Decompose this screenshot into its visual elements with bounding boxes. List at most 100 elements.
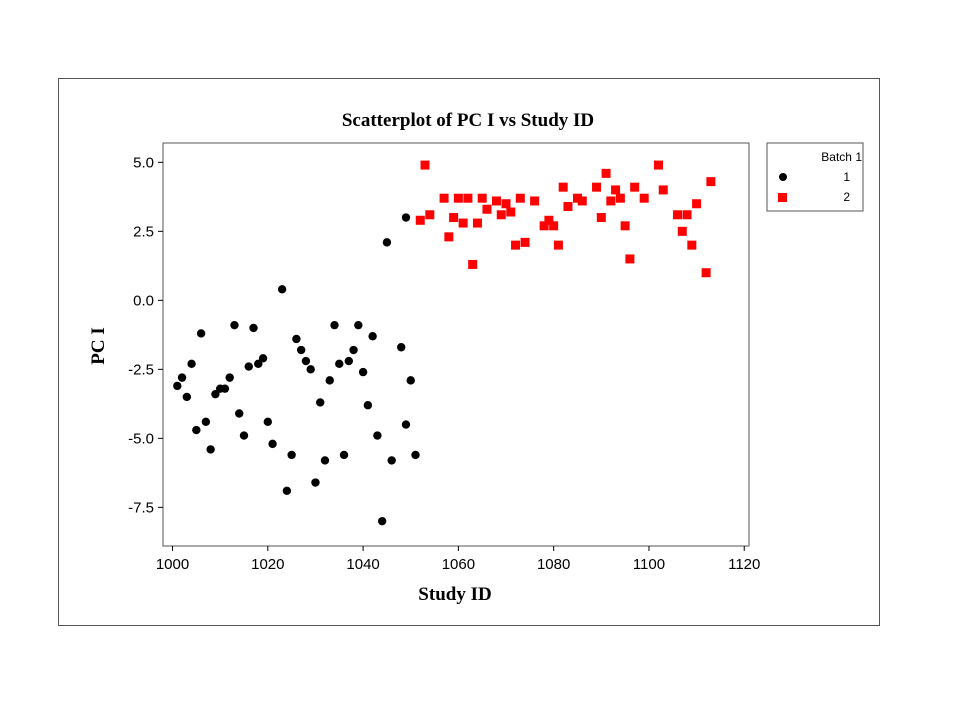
data-point-batch-2 xyxy=(577,196,587,206)
data-point-batch-2 xyxy=(592,182,602,192)
data-point-batch-1 xyxy=(187,359,196,369)
data-point-batch-1 xyxy=(339,450,349,460)
y-tick-label: 5.0 xyxy=(133,154,154,171)
legend-label-1: 1 xyxy=(843,170,850,184)
data-point-batch-1 xyxy=(354,320,363,330)
data-point-batch-2 xyxy=(444,232,454,242)
data-point-batch-1 xyxy=(173,381,182,391)
x-tick-label: 1020 xyxy=(251,556,284,573)
data-point-batch-2 xyxy=(491,196,501,206)
data-point-batch-2 xyxy=(620,221,630,231)
data-point-batch-1 xyxy=(230,320,239,330)
data-point-batch-2 xyxy=(596,213,606,223)
data-point-batch-1 xyxy=(325,376,334,385)
data-point-batch-1 xyxy=(292,334,301,344)
data-point-batch-2 xyxy=(530,196,540,206)
legend-label-2: 2 xyxy=(843,190,850,204)
data-point-batch-1 xyxy=(401,420,411,429)
x-tick-label: 1060 xyxy=(442,556,475,573)
legend-marker-2 xyxy=(778,193,787,202)
data-point-batch-1 xyxy=(387,456,396,465)
data-point-batch-1 xyxy=(239,431,249,440)
data-point-batch-2 xyxy=(415,215,425,225)
data-point-batch-1 xyxy=(316,398,325,407)
legend-title: Batch 1 xyxy=(821,150,862,164)
data-point-batch-1 xyxy=(192,425,201,435)
data-point-batch-1 xyxy=(206,445,215,454)
data-point-batch-1 xyxy=(244,362,253,371)
data-point-batch-1 xyxy=(406,376,415,385)
plot-border xyxy=(162,142,750,547)
data-point-batch-1 xyxy=(373,431,382,440)
data-point-batch-2 xyxy=(453,193,463,203)
chart-title: Scatterplot of PC I vs Study ID xyxy=(342,110,594,131)
data-point-batch-1 xyxy=(397,343,406,352)
data-point-batch-1 xyxy=(220,384,230,393)
x-tick-label: 1100 xyxy=(633,556,665,573)
data-point-batch-2 xyxy=(706,177,716,187)
data-point-batch-2 xyxy=(520,237,530,247)
y-axis-label: PC I xyxy=(88,327,109,364)
data-point-batch-2 xyxy=(653,160,663,170)
data-point-batch-1 xyxy=(249,323,258,333)
data-point-batch-1 xyxy=(301,356,311,366)
data-point-batch-1 xyxy=(277,285,287,294)
data-point-batch-2 xyxy=(611,185,621,195)
data-point-batch-2 xyxy=(449,213,459,223)
data-point-batch-2 xyxy=(639,193,649,203)
legend-item-2: 2 xyxy=(778,190,850,204)
data-point-batch-2 xyxy=(701,268,711,278)
data-point-batch-2 xyxy=(420,160,430,170)
data-point-batch-2 xyxy=(468,259,478,269)
data-point-batch-2 xyxy=(477,193,487,203)
data-point-batch-1 xyxy=(320,456,330,465)
data-point-batch-2 xyxy=(625,254,635,264)
data-point-batch-1 xyxy=(182,392,192,402)
x-tick-label: 1120 xyxy=(728,556,760,573)
data-point-batch-2 xyxy=(615,193,625,203)
data-point-batch-2 xyxy=(506,207,516,217)
data-point-batch-1 xyxy=(254,359,263,369)
data-point-batch-1 xyxy=(225,373,234,382)
data-point-batch-2 xyxy=(472,218,482,228)
x-tick-label: 1080 xyxy=(537,556,570,573)
data-point-batch-2 xyxy=(558,182,568,192)
data-point-batch-2 xyxy=(501,199,511,209)
data-point-batch-1 xyxy=(349,345,358,355)
data-point-batch-1 xyxy=(401,213,411,222)
data-point-batch-1 xyxy=(211,389,220,399)
data-point-batch-2 xyxy=(511,240,521,250)
data-point-batch-1 xyxy=(377,516,387,526)
data-point-batch-2 xyxy=(463,193,473,203)
y-tick-label: -2.5 xyxy=(128,361,154,378)
data-point-batch-1 xyxy=(201,417,211,426)
data-point-batch-1 xyxy=(263,417,273,426)
data-point-batch-2 xyxy=(544,215,554,225)
data-point-batch-1 xyxy=(282,486,292,495)
data-point-batch-1 xyxy=(235,409,244,418)
data-point-batch-1 xyxy=(335,359,344,369)
data-point-batch-1 xyxy=(311,478,320,487)
legend-item-1: 1 xyxy=(779,170,850,184)
data-point-batch-2 xyxy=(658,185,668,195)
data-point-batch-2 xyxy=(673,210,683,220)
y-tick-label: -5.0 xyxy=(128,430,154,447)
data-point-batch-2 xyxy=(692,199,702,209)
x-axis-label: Study ID xyxy=(418,584,491,605)
data-point-batch-2 xyxy=(458,218,468,228)
data-point-batch-1 xyxy=(306,365,315,374)
data-point-batch-2 xyxy=(515,193,525,203)
data-point-batch-2 xyxy=(539,221,549,231)
data-point-batch-1 xyxy=(358,367,368,377)
data-point-batch-2 xyxy=(630,182,640,192)
data-point-batch-2 xyxy=(606,196,616,206)
x-tick-label: 1040 xyxy=(346,556,379,573)
data-point-batch-2 xyxy=(572,193,582,203)
data-point-batch-2 xyxy=(549,221,559,231)
data-point-batch-1 xyxy=(363,401,373,410)
legend: Batch 1 1 2 xyxy=(766,142,864,212)
x-tick-label: 1000 xyxy=(156,556,189,573)
data-point-batch-1 xyxy=(411,450,420,460)
data-point-batch-2 xyxy=(601,168,611,178)
